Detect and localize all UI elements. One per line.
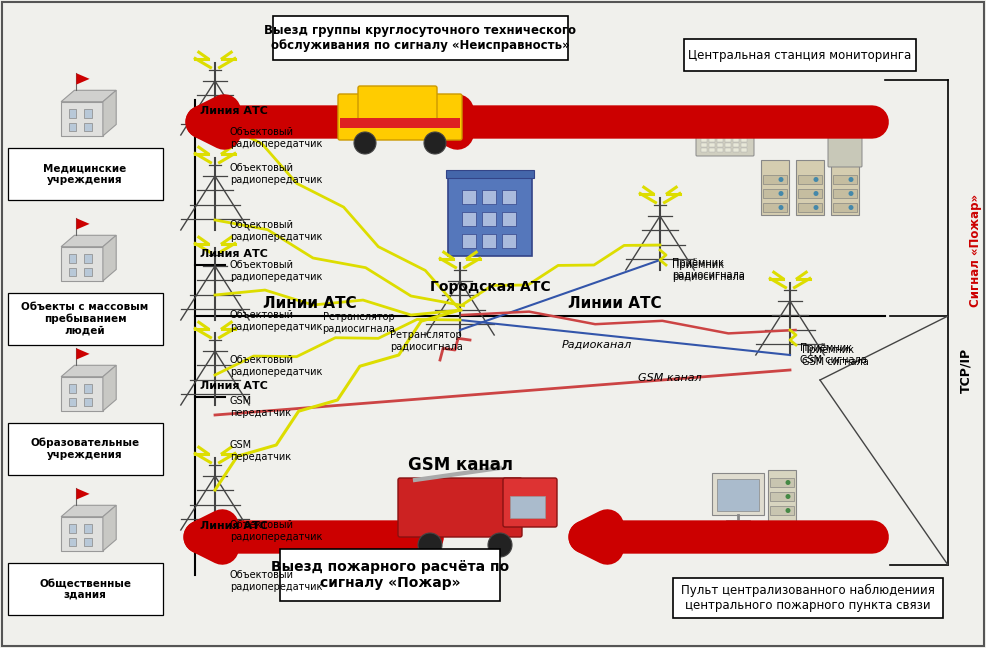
FancyBboxPatch shape [717, 143, 723, 147]
FancyBboxPatch shape [798, 175, 822, 184]
FancyBboxPatch shape [709, 143, 715, 147]
FancyBboxPatch shape [482, 234, 496, 248]
FancyBboxPatch shape [701, 138, 707, 142]
FancyBboxPatch shape [701, 148, 707, 152]
FancyBboxPatch shape [798, 189, 822, 198]
FancyBboxPatch shape [84, 398, 92, 406]
Text: Объектовый
радиопередатчик: Объектовый радиопередатчик [230, 355, 322, 376]
FancyBboxPatch shape [768, 470, 796, 525]
FancyBboxPatch shape [673, 578, 943, 618]
Text: Линии АТС: Линии АТС [568, 296, 662, 311]
Text: Объектовый
радиопередатчик: Объектовый радиопередатчик [230, 163, 322, 185]
FancyBboxPatch shape [725, 138, 731, 142]
FancyBboxPatch shape [462, 212, 476, 226]
FancyBboxPatch shape [733, 143, 739, 147]
FancyBboxPatch shape [398, 478, 522, 537]
FancyBboxPatch shape [84, 538, 92, 546]
Text: GSM канал: GSM канал [638, 373, 702, 383]
FancyBboxPatch shape [84, 384, 92, 393]
Circle shape [813, 191, 818, 196]
FancyBboxPatch shape [482, 190, 496, 204]
FancyBboxPatch shape [712, 473, 764, 515]
FancyBboxPatch shape [280, 549, 500, 601]
FancyBboxPatch shape [503, 478, 557, 527]
Polygon shape [61, 376, 103, 411]
Circle shape [354, 132, 376, 154]
FancyBboxPatch shape [448, 178, 532, 256]
Circle shape [849, 177, 854, 182]
FancyBboxPatch shape [8, 293, 163, 345]
FancyBboxPatch shape [84, 524, 92, 533]
Text: Объекты с массовым
пребыванием
людей: Объекты с массовым пребыванием людей [22, 302, 149, 336]
FancyBboxPatch shape [696, 136, 754, 156]
Text: Ретранслятор
радиосигнала: Ретранслятор радиосигнала [322, 312, 395, 334]
FancyBboxPatch shape [709, 148, 715, 152]
FancyBboxPatch shape [69, 384, 76, 393]
FancyBboxPatch shape [798, 203, 822, 212]
Text: GSM
передатчик: GSM передатчик [230, 440, 291, 461]
Text: Приёмник
радиосигнала: Приёмник радиосигнала [672, 260, 744, 282]
Polygon shape [76, 348, 90, 360]
Circle shape [786, 508, 791, 513]
FancyBboxPatch shape [502, 190, 516, 204]
Text: TCP/IP: TCP/IP [959, 347, 972, 393]
Text: Выезд группы круглосуточного технического
обслуживания по сигналу «Неисправность: Выезд группы круглосуточного техническог… [264, 24, 576, 52]
Text: Приёмник
радиосигнала: Приёмник радиосигнала [672, 258, 744, 279]
FancyBboxPatch shape [69, 524, 76, 533]
FancyBboxPatch shape [741, 143, 747, 147]
Text: Линия АТС: Линия АТС [200, 521, 268, 531]
FancyBboxPatch shape [831, 160, 859, 215]
FancyBboxPatch shape [338, 94, 462, 140]
Circle shape [488, 533, 512, 557]
Text: Сигнал «Пожар»: Сигнал «Пожар» [968, 194, 981, 307]
FancyBboxPatch shape [717, 138, 723, 142]
Circle shape [849, 191, 854, 196]
FancyBboxPatch shape [709, 138, 715, 142]
FancyBboxPatch shape [684, 39, 916, 71]
Text: Выезд пожарного расчёта по
сигналу «Пожар»: Выезд пожарного расчёта по сигналу «Пожа… [271, 560, 509, 590]
Text: Приёмник
GSM сигнала: Приёмник GSM сигнала [802, 345, 869, 367]
Text: GSM
передатчик: GSM передатчик [230, 396, 291, 417]
FancyBboxPatch shape [84, 268, 92, 276]
FancyBboxPatch shape [770, 506, 794, 515]
Polygon shape [76, 73, 90, 85]
Circle shape [418, 533, 442, 557]
Polygon shape [61, 247, 103, 281]
FancyBboxPatch shape [725, 143, 731, 147]
Text: Медицинские
учреждения: Медицинские учреждения [43, 163, 126, 185]
FancyBboxPatch shape [741, 148, 747, 152]
Text: Радиоканал: Радиоканал [562, 340, 632, 350]
Text: Приёмник
GSM сигнала: Приёмник GSM сигнала [800, 343, 867, 365]
FancyBboxPatch shape [733, 138, 739, 142]
FancyBboxPatch shape [733, 148, 739, 152]
FancyBboxPatch shape [69, 268, 76, 276]
Text: Пульт централизованного наблюдениия
центрального пожарного пункта связи: Пульт централизованного наблюдениия цент… [681, 584, 935, 612]
FancyBboxPatch shape [726, 520, 750, 526]
FancyBboxPatch shape [763, 175, 787, 184]
Text: Объектовый
радиопередатчик: Объектовый радиопередатчик [230, 260, 322, 282]
FancyBboxPatch shape [8, 563, 163, 615]
FancyBboxPatch shape [462, 190, 476, 204]
Circle shape [813, 205, 818, 210]
Text: Линии АТС: Линии АТС [263, 296, 357, 311]
FancyBboxPatch shape [833, 175, 857, 184]
Polygon shape [103, 505, 116, 551]
Polygon shape [61, 235, 116, 247]
Circle shape [849, 205, 854, 210]
Text: Объектовый
радиопередатчик: Объектовый радиопередатчик [230, 520, 322, 542]
FancyBboxPatch shape [502, 234, 516, 248]
FancyBboxPatch shape [462, 234, 476, 248]
FancyBboxPatch shape [770, 492, 794, 501]
FancyBboxPatch shape [358, 86, 437, 120]
FancyBboxPatch shape [272, 16, 568, 60]
FancyBboxPatch shape [717, 148, 723, 152]
FancyBboxPatch shape [741, 138, 747, 142]
FancyBboxPatch shape [502, 212, 516, 226]
Polygon shape [61, 365, 116, 376]
FancyBboxPatch shape [770, 478, 794, 487]
FancyBboxPatch shape [84, 254, 92, 262]
Polygon shape [103, 235, 116, 281]
FancyBboxPatch shape [446, 170, 534, 178]
FancyBboxPatch shape [717, 479, 759, 511]
